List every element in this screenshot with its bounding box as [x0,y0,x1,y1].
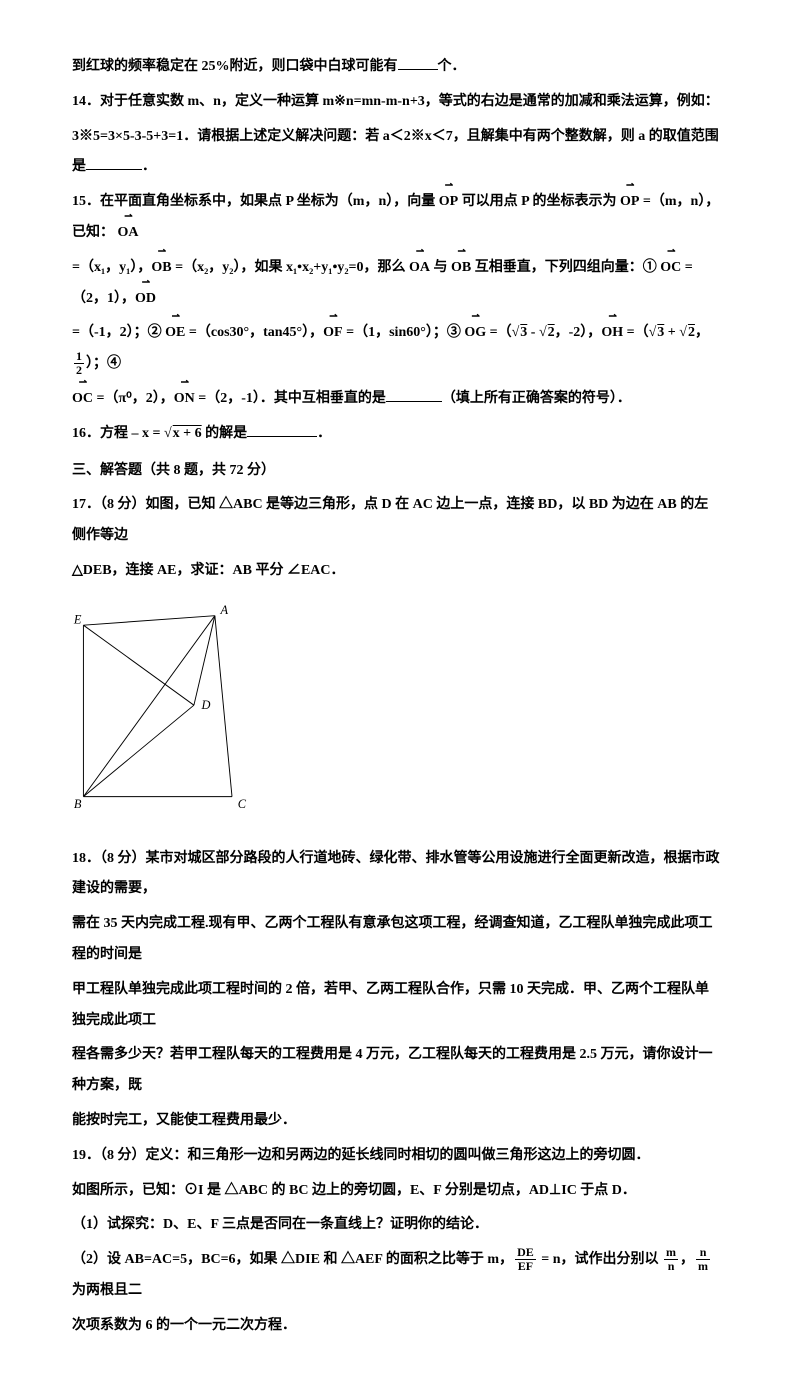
vec-OA-2: OA [409,253,430,284]
q13-unit: 个． [438,59,466,74]
q15-l3i: ， [695,325,709,340]
q19-line2: 如图所示，已知：⊙I 是 △ABC 的 BC 边上的旁切圆，E、F 分别是切点，… [72,1176,722,1207]
frac-m-n: mn [664,1246,678,1273]
vec-OH: OH [601,318,623,349]
section-3-header: 三、解答题（共 8 题，共 72 分） [72,456,722,487]
q15-l3j: ）；④ [86,356,121,371]
q18-line1: 18．（8 分）某市对城区部分路段的人行道地砖、绿化带、排水管等公用设施进行全面… [72,844,722,906]
q14-l2a-text: 3※5=3×5-3-5+3=1．请根据上述定义解决问题：若 a＜2※x＜7，且解… [72,129,719,175]
q15-l2c: 与 [430,260,451,275]
q19-l4d: 为两根且二 [72,1283,142,1298]
q17-line2: △DEB，连接 AE，求证：AB 平分 ∠EAC． [72,556,722,587]
vec-OD: OD [135,284,156,315]
q15-l2d: 互相垂直，下列四组向量：① [471,260,660,275]
vec-OC: OC [660,253,681,284]
sqrt-x6: x + 6 [172,426,202,441]
sqrt2-2: 2 [687,325,695,340]
q14-line2: 3※5=3×5-3-5+3=1．请根据上述定义解决问题：若 a＜2※x＜7，且解… [72,122,722,184]
radical-5: √ [164,426,172,441]
svg-text:A: A [220,603,229,617]
q15-l1b: 可以用点 P 的坐标表示为 [458,194,620,209]
q19-line4: （2）设 AB=AC=5，BC=6，如果 △DIE 和 △AEF 的面积之比等于… [72,1245,722,1307]
q15-l3b: =（cos30°，tan45°）， [185,325,323,340]
q19-l4c: ， [680,1252,694,1267]
vec-OG: OG [464,318,486,349]
q18-line5: 能按时完工，又能使工程费用最少． [72,1106,722,1137]
q15-blank [386,387,442,402]
frac-n-m: nm [696,1246,710,1273]
q14-blank [86,155,142,170]
q15-line3: =（-1，2）；② OE =（cos30°，tan45°），OF =（1，sin… [72,318,722,380]
q15-l3f: ，-2）， [555,325,602,340]
q19-line3: （1）试探究：D、E、F 三点是否同在一条直线上？证明你的结论． [72,1210,722,1241]
vec-ON: ON [174,384,195,415]
q13-blank [398,55,438,70]
q16: 16．方程 – x = √x + 6 的解是 ． [72,419,722,450]
q18-line4: 程各需多少天？若甲工程队每天的工程费用是 4 万元，乙工程队每天的工程费用是 2… [72,1040,722,1102]
q15-l4a: =（π⁰，2）， [93,391,174,406]
q15-line4: OC =（π⁰，2），ON =（2，-1）．其中互相垂直的是 （填上所有正确答案的… [72,384,722,415]
vec-OF: OF [323,318,342,349]
q14-line1: 14．对于任意实数 m、n，定义一种运算 m※n=mn-m-n+3，等式的右边是… [72,87,722,118]
q16-blank [247,422,317,437]
q14-l2b-text: ． [142,159,156,174]
q18-line3: 甲工程队单独完成此项工程时间的 2 倍，若甲、乙两工程队合作，只需 10 天完成… [72,975,722,1037]
q19-line5: 次项系数为 6 的一个一元二次方程． [72,1311,722,1342]
q13-text: 到红球的频率稳定在 25%附近，则口袋中白球可能有 [72,59,398,74]
vec-OE: OE [165,318,185,349]
radical-4: √ [679,325,687,340]
q15-l4c: （填上所有正确答案的符号）． [442,391,631,406]
svg-text:C: C [238,797,247,811]
svg-text:D: D [201,698,211,712]
q15-line1: 15．在平面直角坐标系中，如果点 P 坐标为（m，n），向量 OP 可以用点 P… [72,187,722,249]
vec-OP-2: OP [620,187,639,218]
q18-line2: 需在 35 天内完成工程.现有甲、乙两个工程队有意承包这项工程，经调查知道，乙工… [72,909,722,971]
q17-figure: A B C D E [72,599,272,819]
q19-line1: 19．（8 分）定义：和三角形一边和另两边的延长线同时相切的圆叫做三角形这边上的… [72,1141,722,1172]
sqrt2-1: 2 [547,325,555,340]
q15-l2b: =（x₂，y₂），如果 x₁•x₂+y₁•y₂=0，那么 [172,260,409,275]
q15-line2: =（x₁，y₁），OB =（x₂，y₂），如果 x₁•x₂+y₁•y₂=0，那么… [72,253,722,315]
frac-DE-EF: DEEF [515,1246,536,1273]
q13-tail: 到红球的频率稳定在 25%附近，则口袋中白球可能有 个． [72,52,722,83]
svg-text:E: E [73,612,82,626]
q16-b: 的解是 [202,426,248,441]
q15-l3d: =（ [486,325,511,340]
radical-2: √ [539,325,547,340]
vec-OP-1: OP [439,187,458,218]
q15-l3c: =（1，sin60°）；③ [343,325,465,340]
q16-a: 16．方程 – x = [72,426,164,441]
q14-l1-text: 14．对于任意实数 m、n，定义一种运算 m※n=mn-m-n+3，等式的右边是… [72,94,719,109]
q15-l3h: + [664,325,679,340]
q15-l3a: =（-1，2）；② [72,325,165,340]
q15-l3e: - [527,325,539,340]
vec-OA-1: OA [118,218,139,249]
q19-l4a: （2）设 AB=AC=5，BC=6，如果 △DIE 和 △AEF 的面积之比等于… [72,1252,513,1267]
q16-c: ． [317,426,331,441]
svg-text:B: B [74,797,82,811]
q17-line1: 17．（8 分）如图，已知 △ABC 是等边三角形，点 D 在 AC 边上一点，… [72,490,722,552]
vec-OC-2: OC [72,384,93,415]
q19-l4b: = n，试作出分别以 [538,1252,662,1267]
q15-l3g: =（ [623,325,648,340]
vec-OB-2: OB [451,253,471,284]
q15-l4b: =（2，-1）．其中互相垂直的是 [195,391,386,406]
